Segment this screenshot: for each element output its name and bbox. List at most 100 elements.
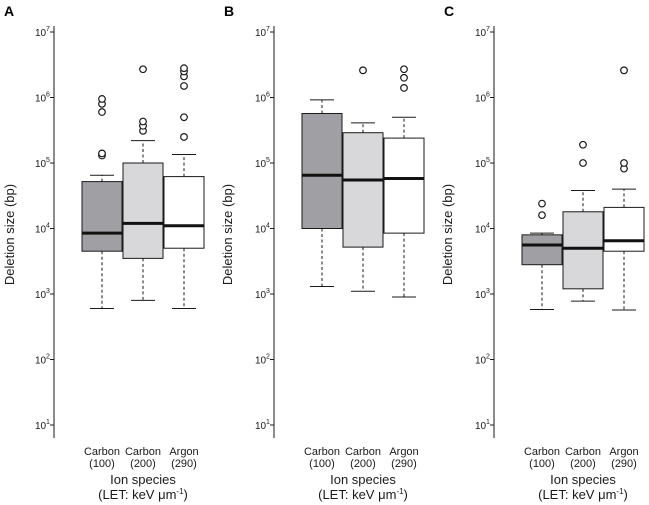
y-tick-label: 10: [255, 159, 267, 170]
iqr-box: [163, 176, 205, 249]
iqr-box: [521, 234, 563, 266]
category-name: Carbon: [345, 446, 381, 458]
iqr-box: [81, 181, 123, 252]
category-name: Argon: [609, 446, 638, 458]
y-axis-label: Deletion size (bp): [220, 184, 235, 285]
iqr-box: [122, 162, 164, 259]
outlier-point: [538, 211, 546, 220]
y-tick-label: 10: [35, 356, 47, 367]
y-tick-exponent: 7: [46, 26, 50, 33]
box-3: [163, 64, 205, 310]
category-let: (200): [350, 458, 376, 470]
y-tick-exponent: 3: [266, 288, 270, 295]
outlier-point: [98, 95, 106, 103]
y-tick-exponent: 2: [46, 354, 50, 361]
iqr-box: [301, 112, 343, 229]
box-1: [521, 199, 563, 310]
y-tick-exponent: 2: [486, 354, 490, 361]
y-tick-exponent: 1: [266, 419, 270, 426]
x-axis-title: Ion species: [550, 472, 616, 487]
x-axis-title: Ion species: [110, 472, 176, 487]
panel-letter: A: [4, 3, 14, 19]
box-1: [301, 99, 343, 288]
outlier-point: [139, 65, 147, 74]
panel-letter: C: [444, 3, 454, 19]
x-axis-title: Ion species: [330, 472, 396, 487]
iqr-box: [342, 132, 384, 248]
y-tick-exponent: 4: [46, 223, 50, 230]
category-let: (100): [529, 458, 555, 470]
y-axis-label: Deletion size (bp): [440, 184, 455, 285]
y-tick-label: 10: [35, 94, 47, 105]
y-tick-exponent: 7: [266, 26, 270, 33]
iqr-box: [562, 211, 604, 290]
y-tick-label: 10: [475, 225, 487, 236]
outlier-point: [579, 159, 587, 167]
y-axis-label: Deletion size (bp): [2, 184, 17, 285]
y-tick-label: 10: [475, 28, 487, 39]
y-tick-label: 10: [475, 159, 487, 170]
y-tick-exponent: 1: [46, 419, 50, 426]
outlier-point: [139, 117, 147, 126]
category-name: Argon: [169, 446, 198, 458]
y-tick-label: 10: [35, 159, 47, 170]
y-tick-label: 10: [35, 421, 47, 432]
y-tick-exponent: 6: [46, 92, 50, 99]
y-tick-exponent: 5: [486, 157, 490, 164]
y-tick-label: 10: [35, 28, 47, 39]
category-name: Carbon: [524, 446, 560, 458]
outlier-point: [359, 66, 367, 75]
y-tick-label: 10: [255, 94, 267, 105]
outlier-point: [538, 199, 546, 208]
outlier-point: [98, 108, 106, 116]
outlier-point: [180, 82, 188, 90]
category-let: (200): [130, 458, 156, 470]
y-tick-exponent: 6: [266, 92, 270, 99]
box-2: [342, 66, 384, 292]
outlier-point: [400, 65, 408, 74]
y-tick-exponent: 5: [266, 157, 270, 164]
y-tick-exponent: 1: [486, 419, 490, 426]
category-name: Carbon: [125, 446, 161, 458]
outlier-point: [400, 73, 408, 82]
y-tick-label: 10: [475, 356, 487, 367]
y-tick-exponent: 2: [266, 354, 270, 361]
outlier-point: [180, 113, 188, 122]
category-name: Carbon: [304, 446, 340, 458]
box-2: [562, 140, 604, 302]
category-name: Carbon: [84, 446, 120, 458]
y-tick-label: 10: [255, 356, 267, 367]
x-axis-units: (LET: keV μm-1): [538, 487, 628, 502]
category-let: (100): [309, 458, 335, 470]
y-tick-exponent: 5: [46, 157, 50, 164]
outlier-point: [180, 133, 188, 141]
iqr-box: [383, 137, 425, 234]
box-2: [122, 65, 164, 301]
y-tick-exponent: 4: [266, 223, 270, 230]
y-tick-label: 10: [35, 290, 47, 301]
y-tick-exponent: 3: [486, 288, 490, 295]
y-tick-label: 10: [255, 225, 267, 236]
outlier-point: [98, 149, 106, 158]
box-3: [383, 65, 425, 298]
outlier-point: [579, 140, 587, 149]
box-1: [81, 95, 123, 310]
y-tick-label: 10: [255, 290, 267, 301]
y-tick-label: 10: [255, 421, 267, 432]
panel-letter: B: [224, 3, 234, 19]
outlier-point: [180, 64, 188, 73]
y-tick-label: 10: [35, 225, 47, 236]
outlier-point: [620, 66, 628, 75]
category-let: (100): [89, 458, 115, 470]
y-tick-exponent: 6: [486, 92, 490, 99]
box-3: [603, 66, 645, 311]
y-tick-label: 10: [255, 28, 267, 39]
category-let: (200): [570, 458, 596, 470]
outlier-point: [400, 84, 408, 92]
y-tick-label: 10: [475, 421, 487, 432]
category-name: Carbon: [565, 446, 601, 458]
category-let: (290): [171, 458, 197, 470]
